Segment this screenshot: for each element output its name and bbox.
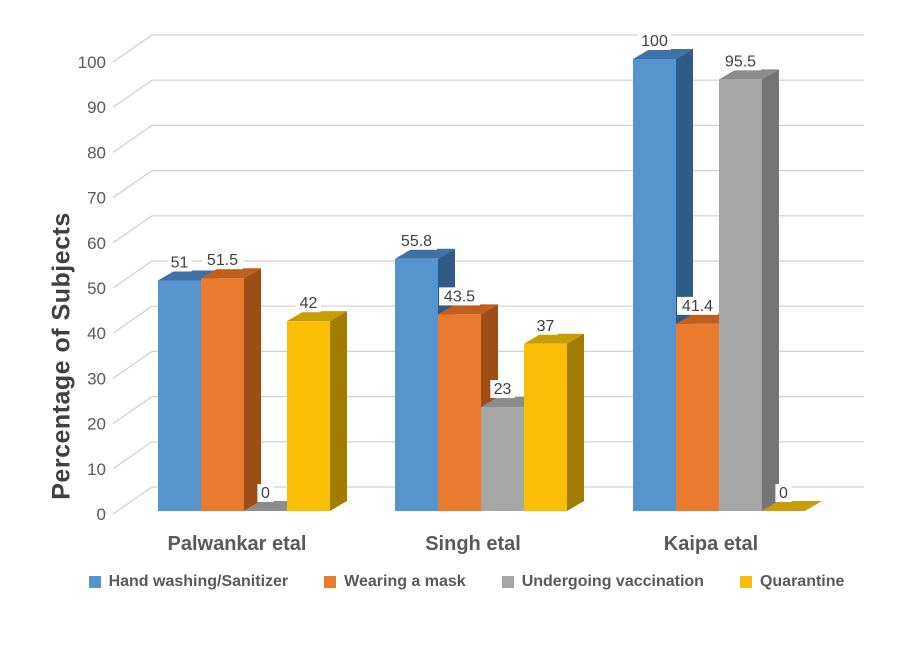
gridline [112, 441, 864, 470]
legend-label: Undergoing vaccination [521, 573, 704, 590]
gridline [112, 396, 864, 425]
data-label-bg [396, 231, 437, 250]
gridline [112, 79, 864, 108]
data-label-bg [775, 484, 792, 502]
data-label-bg [167, 253, 192, 272]
gridline [112, 305, 864, 334]
data-label: 55.8 [401, 233, 432, 250]
data-label-bg [720, 52, 761, 71]
data-labels: 51 51.5 0 42 55.8 43.5 23 37 100 41.4 95.5 0 [167, 32, 792, 502]
legend-label: Hand washing/Sanitizer [108, 573, 289, 590]
data-label: 51 [171, 254, 189, 271]
gridline [112, 124, 864, 153]
y-tick-label: 50 [87, 279, 106, 298]
y-axis-tick-labels: 0 10 20 30 40 50 60 70 80 90 100 [78, 53, 106, 524]
legend: Hand washing/Sanitizer Wearing a mask Unde… [0, 573, 905, 591]
y-tick-label: 60 [87, 234, 106, 253]
data-label-bg [257, 484, 274, 502]
legend-item-2: Undergoing vaccination [501, 573, 704, 591]
data-label-bg [296, 294, 321, 313]
data-label: 41.4 [682, 298, 713, 315]
gridlines [112, 34, 864, 515]
bars [158, 49, 822, 511]
legend-marker-icon [88, 576, 101, 588]
data-label-bg [202, 251, 243, 270]
gridline [112, 486, 864, 515]
y-tick-label: 70 [87, 189, 106, 208]
y-tick-label: 80 [87, 143, 106, 162]
data-label: 95.5 [725, 53, 756, 70]
legend-marker-icon [501, 576, 514, 588]
legend-label: Wearing a mask [344, 573, 466, 590]
gridline [112, 350, 864, 379]
data-label: 42 [300, 295, 318, 312]
data-label: 43.5 [444, 288, 475, 305]
legend-item-0: Hand washing/Sanitizer [88, 573, 289, 591]
category-label-kaipa: Kaipa etal [663, 533, 759, 555]
data-label: 0 [261, 485, 270, 502]
gridline [112, 260, 864, 289]
bar-2-2 [719, 69, 779, 511]
data-label: 51.5 [207, 252, 238, 269]
y-tick-label: 90 [87, 98, 106, 117]
y-tick-label: 100 [78, 53, 106, 72]
y-tick-label: 10 [87, 460, 106, 479]
y-tick-label: 40 [87, 324, 106, 343]
bar-3-0 [287, 311, 347, 511]
data-label-bg [677, 296, 718, 315]
legend-item-3: Quarantine [739, 573, 845, 591]
y-tick-label: 0 [97, 505, 106, 524]
category-label-singh: Singh etal [425, 533, 521, 555]
y-axis-title: Percentage of Subjects [47, 212, 76, 500]
data-label-bg [638, 32, 671, 50]
data-label-bg [490, 380, 515, 399]
legend-marker-icon [739, 576, 752, 588]
legend-label: Quarantine [759, 573, 845, 590]
bar-3-1 [524, 333, 584, 511]
gridline [112, 34, 864, 63]
category-label-palwankar: Palwankar etal [167, 533, 307, 555]
data-label: 37 [537, 318, 555, 335]
y-tick-label: 30 [87, 369, 106, 388]
legend-marker-icon [324, 576, 337, 588]
data-label: 0 [779, 485, 788, 502]
legend-item-1: Wearing a mask [324, 573, 466, 591]
y-tick-label: 20 [87, 415, 106, 434]
gridline [112, 215, 864, 244]
data-label: 23 [494, 381, 512, 398]
bar-3-2 [762, 501, 822, 511]
bar-1-0 [201, 268, 261, 511]
data-label: 100 [641, 33, 668, 50]
gridline [112, 170, 864, 199]
data-label-bg [533, 316, 558, 335]
data-label-bg [439, 287, 480, 306]
